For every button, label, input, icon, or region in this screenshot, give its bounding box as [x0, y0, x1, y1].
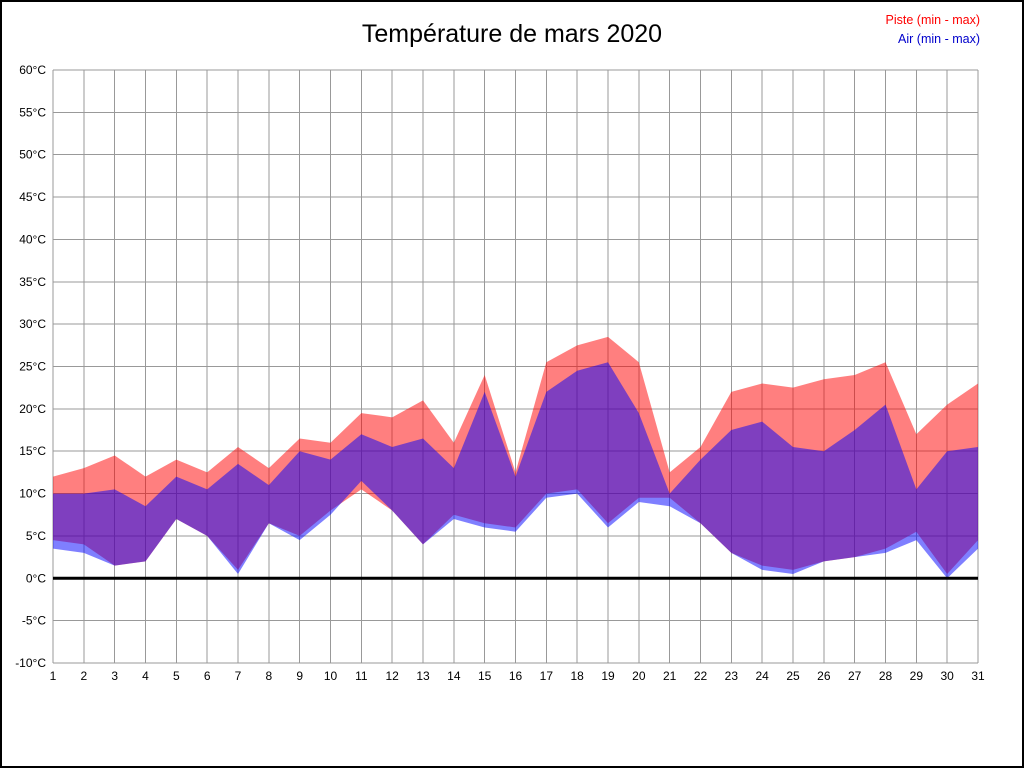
x-tick-label: 22 — [694, 669, 708, 683]
x-tick-label: 24 — [755, 669, 769, 683]
air-band — [53, 362, 978, 579]
legend: Piste (min - max) Air (min - max) — [886, 11, 980, 49]
x-tick-label: 1 — [50, 669, 57, 683]
x-tick-label: 23 — [725, 669, 739, 683]
x-tick-label: 29 — [910, 669, 924, 683]
x-tick-label: 17 — [540, 669, 554, 683]
x-tick-label: 27 — [848, 669, 862, 683]
y-tick-label: 55°C — [19, 105, 46, 119]
x-tick-label: 7 — [235, 669, 242, 683]
x-tick-label: 8 — [265, 669, 272, 683]
y-tick-label: 0°C — [26, 571, 46, 585]
x-tick-label: 30 — [940, 669, 954, 683]
x-tick-label: 14 — [447, 669, 461, 683]
y-tick-label: 10°C — [19, 487, 46, 501]
y-tick-label: -5°C — [22, 614, 46, 628]
y-axis-labels: 60°C 55°C 50°C 45°C 40°C 35°C 30°C 25°C 20°C 15°C… — [15, 63, 46, 670]
x-tick-label: 28 — [879, 669, 893, 683]
y-tick-label: 40°C — [19, 232, 46, 246]
x-tick-label: 5 — [173, 669, 180, 683]
x-tick-label: 9 — [296, 669, 303, 683]
x-tick-label: 26 — [817, 669, 831, 683]
x-tick-label: 13 — [416, 669, 430, 683]
y-tick-label: 60°C — [19, 63, 46, 77]
x-tick-label: 18 — [570, 669, 584, 683]
x-axis-labels: 1 2 3 4 5 6 7 8 9 10 11 12 13 14 15 16 17 18 19 20 21 22 23 24 2… — [50, 669, 985, 683]
y-tick-label: 5°C — [26, 529, 46, 543]
y-tick-label: 30°C — [19, 317, 46, 331]
y-tick-label: 45°C — [19, 190, 46, 204]
y-tick-label: 50°C — [19, 148, 46, 162]
x-tick-label: 31 — [971, 669, 985, 683]
x-tick-label: 12 — [385, 669, 399, 683]
chart-title: Température de mars 2020 — [361, 20, 663, 48]
x-tick-label: 3 — [111, 669, 118, 683]
x-tick-label: 11 — [355, 669, 368, 683]
gridlines — [52, 69, 979, 664]
x-tick-label: 15 — [478, 669, 492, 683]
y-tick-label: 25°C — [19, 360, 46, 374]
x-tick-label: 20 — [632, 669, 646, 683]
x-tick-label: 6 — [204, 669, 211, 683]
legend-piste-label: Piste (min - max) — [885, 13, 980, 27]
x-tick-label: 16 — [509, 669, 523, 683]
x-tick-label: 4 — [142, 669, 149, 683]
y-tick-label: 15°C — [19, 444, 46, 458]
y-tick-label: 20°C — [19, 402, 46, 416]
x-tick-label: 19 — [601, 669, 615, 683]
x-tick-label: 10 — [324, 669, 338, 683]
x-tick-label: 25 — [786, 669, 800, 683]
y-tick-label: -10°C — [15, 656, 46, 670]
legend-air-label: Air (min - max) — [898, 32, 980, 46]
x-tick-label: 21 — [663, 669, 677, 683]
x-tick-label: 2 — [80, 669, 87, 683]
y-tick-label: 35°C — [19, 275, 46, 289]
